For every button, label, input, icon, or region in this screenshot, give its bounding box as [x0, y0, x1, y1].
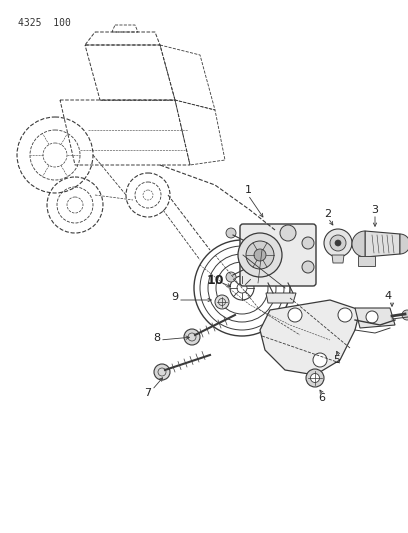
Polygon shape — [332, 255, 344, 263]
Circle shape — [338, 308, 352, 322]
Text: 8: 8 — [153, 333, 161, 343]
Circle shape — [302, 237, 314, 249]
Circle shape — [402, 310, 408, 320]
Text: 7: 7 — [144, 388, 151, 398]
Text: 1: 1 — [244, 185, 251, 195]
Text: 3: 3 — [372, 205, 379, 215]
Polygon shape — [358, 256, 375, 266]
Circle shape — [310, 374, 319, 383]
Text: 4325  100: 4325 100 — [18, 18, 71, 28]
Circle shape — [330, 235, 346, 251]
Wedge shape — [400, 234, 408, 254]
Text: 9: 9 — [171, 292, 179, 302]
Circle shape — [366, 311, 378, 323]
Circle shape — [280, 225, 296, 241]
Circle shape — [238, 233, 282, 277]
Text: 5: 5 — [333, 355, 341, 365]
Circle shape — [226, 228, 236, 238]
Circle shape — [226, 272, 236, 282]
Circle shape — [306, 369, 324, 387]
Circle shape — [184, 329, 200, 345]
Circle shape — [254, 249, 266, 261]
Circle shape — [215, 295, 229, 309]
Polygon shape — [266, 293, 296, 303]
Text: 10: 10 — [206, 273, 224, 287]
Wedge shape — [352, 231, 365, 257]
Text: 6: 6 — [319, 393, 326, 403]
Polygon shape — [365, 231, 400, 257]
Circle shape — [313, 353, 327, 367]
Circle shape — [324, 229, 352, 257]
Text: 4: 4 — [384, 291, 392, 301]
Circle shape — [288, 308, 302, 322]
Circle shape — [154, 364, 170, 380]
Polygon shape — [260, 300, 360, 375]
Circle shape — [302, 261, 314, 273]
FancyBboxPatch shape — [240, 224, 316, 286]
Text: 2: 2 — [324, 209, 332, 219]
Polygon shape — [355, 308, 395, 328]
Circle shape — [246, 241, 274, 269]
Circle shape — [335, 240, 341, 246]
